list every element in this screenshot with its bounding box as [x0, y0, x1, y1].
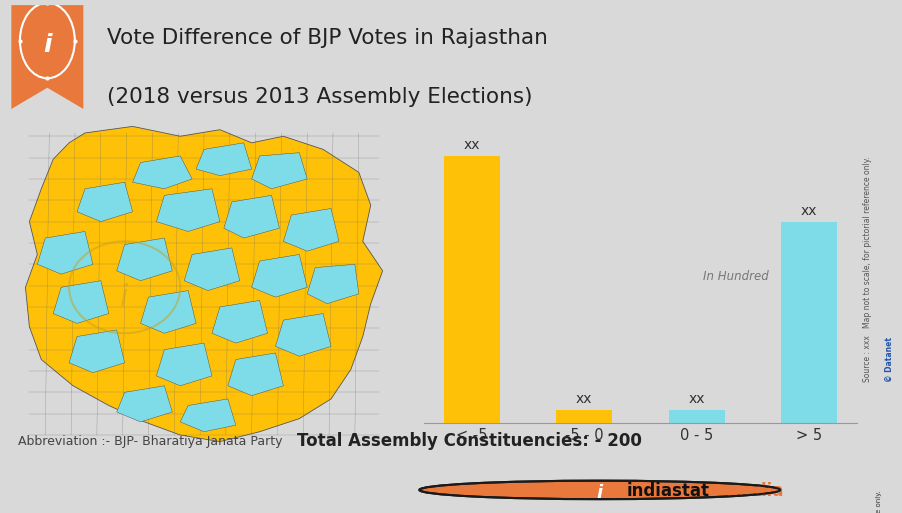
Bar — [556, 410, 612, 423]
Polygon shape — [116, 238, 172, 281]
Polygon shape — [212, 301, 268, 343]
Polygon shape — [196, 143, 252, 175]
Text: Source : xxx   Map not to scale, for pictorial reference only.: Source : xxx Map not to scale, for picto… — [863, 156, 871, 382]
Polygon shape — [252, 254, 308, 297]
Polygon shape — [25, 126, 382, 442]
Polygon shape — [252, 153, 308, 189]
Circle shape — [419, 481, 780, 499]
Polygon shape — [133, 156, 192, 189]
Polygon shape — [228, 353, 283, 396]
Polygon shape — [156, 189, 220, 231]
Text: i: i — [120, 283, 129, 311]
Text: i: i — [597, 484, 603, 502]
Text: (2018 versus 2013 Assembly Elections): (2018 versus 2013 Assembly Elections) — [107, 87, 532, 107]
Text: Total Assembly Constituencies: - 200: Total Assembly Constituencies: - 200 — [297, 432, 641, 450]
Text: indiastat: indiastat — [627, 482, 710, 500]
Text: xx: xx — [576, 392, 593, 406]
Polygon shape — [275, 313, 331, 356]
Polygon shape — [180, 399, 235, 432]
Polygon shape — [308, 264, 359, 304]
Text: Vote Difference of BJP Votes in Rajasthan: Vote Difference of BJP Votes in Rajastha… — [107, 28, 548, 48]
Text: xx: xx — [688, 392, 704, 406]
Polygon shape — [116, 386, 172, 422]
Text: media: media — [727, 482, 785, 500]
Polygon shape — [53, 281, 109, 323]
Polygon shape — [37, 231, 93, 274]
Polygon shape — [77, 182, 133, 222]
Polygon shape — [69, 330, 124, 372]
Text: © Datanet: © Datanet — [885, 337, 894, 382]
Bar — [668, 410, 725, 423]
Polygon shape — [156, 343, 212, 386]
Polygon shape — [184, 248, 240, 290]
Bar — [444, 155, 500, 423]
Text: In Hundred: In Hundred — [704, 269, 769, 283]
Bar — [781, 223, 837, 423]
Text: Abbreviation :- BJP- Bharatiya Janata Party: Abbreviation :- BJP- Bharatiya Janata Pa… — [18, 435, 282, 448]
Text: xx: xx — [464, 137, 480, 151]
Text: xx: xx — [801, 205, 817, 219]
Text: Source : xxx   Map not to scale, for pictorial reference only.: Source : xxx Map not to scale, for picto… — [877, 490, 882, 513]
Polygon shape — [141, 290, 196, 333]
Polygon shape — [12, 5, 83, 109]
Text: i: i — [43, 33, 51, 57]
Polygon shape — [224, 195, 280, 238]
Polygon shape — [283, 208, 339, 251]
